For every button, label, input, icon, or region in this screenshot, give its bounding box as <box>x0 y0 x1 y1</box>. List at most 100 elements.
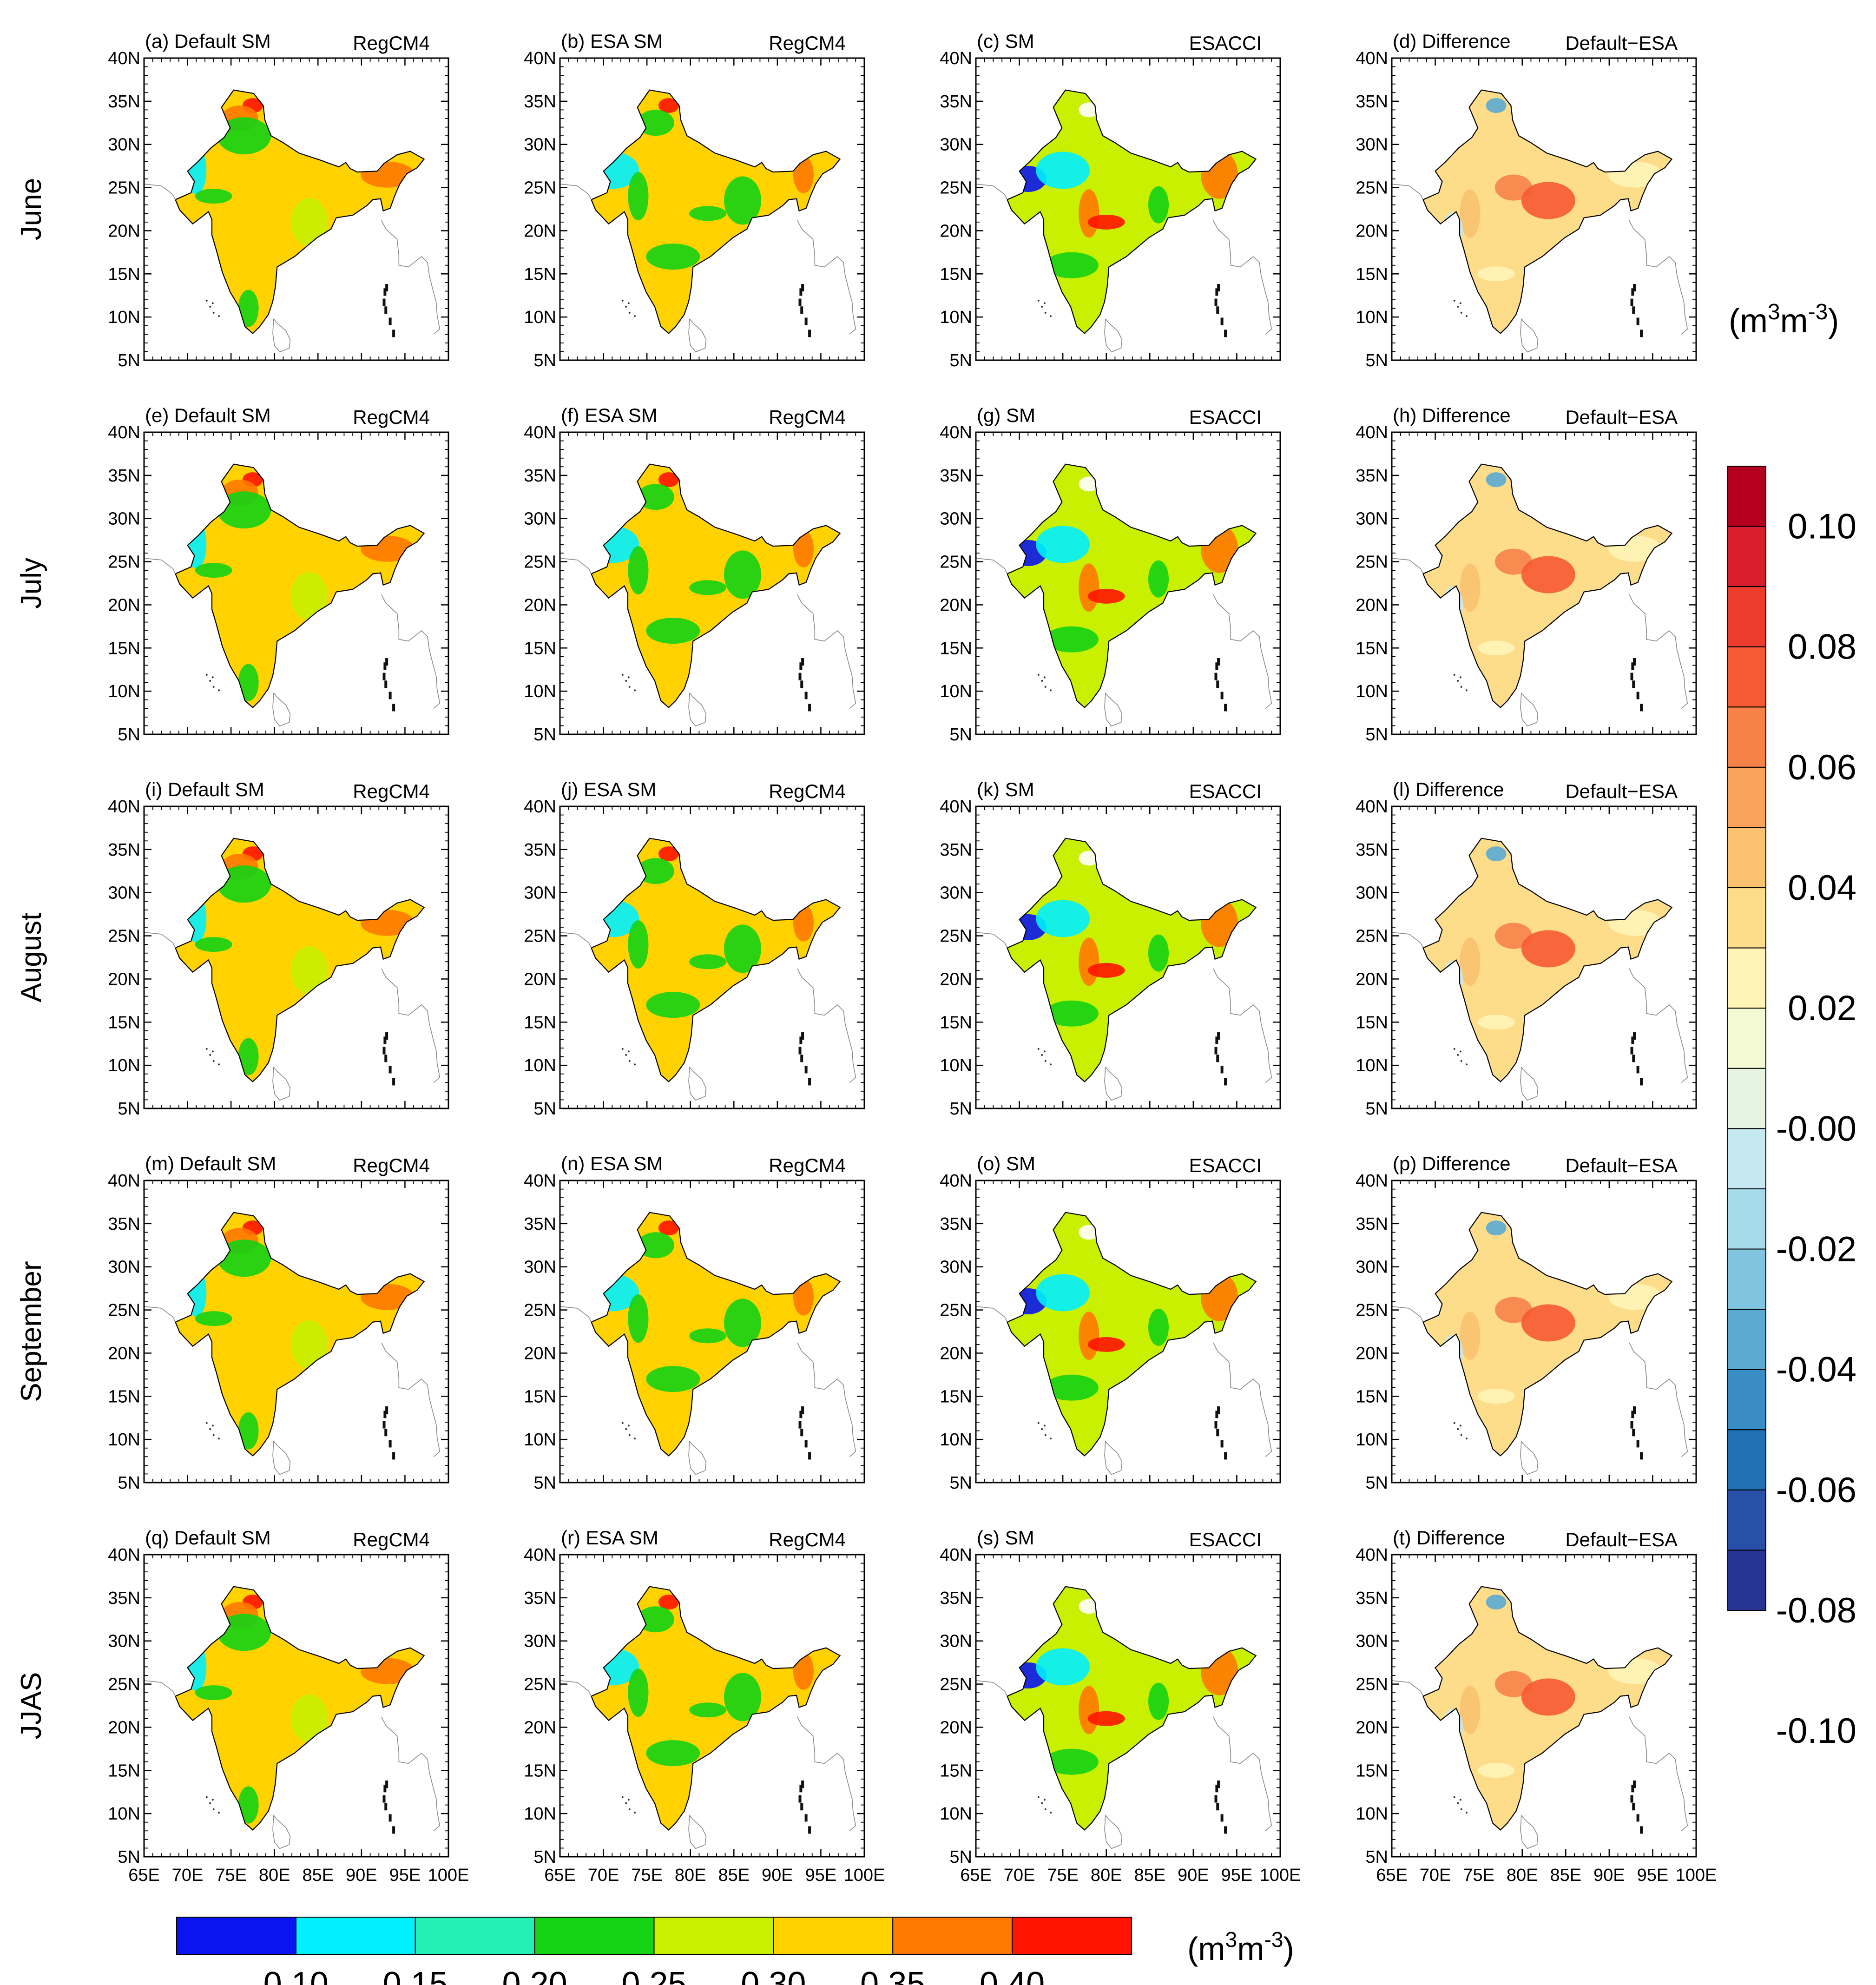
y-tick-label: 10N <box>524 1804 556 1824</box>
lakshadweep-island <box>212 1808 215 1810</box>
sri-lanka-outline <box>1104 1815 1123 1849</box>
andaman-island <box>384 1429 388 1437</box>
map-panel-e: 40N 35N 30N 25N 20N 15N 10N 5N (e) Default SM Reg… <box>108 404 449 745</box>
y-tick-label: 35N <box>524 1214 556 1234</box>
andaman-island <box>392 1826 395 1834</box>
field-patch <box>217 491 271 529</box>
lakshadweep-island <box>625 679 627 682</box>
y-tick-label: 40N <box>108 797 140 817</box>
lakshadweep-island <box>1453 1796 1455 1798</box>
x-tick-label: 90E <box>1178 1866 1209 1885</box>
y-tick-label: 5N <box>533 1847 556 1867</box>
coastline-myanmar <box>1213 220 1272 335</box>
andaman-island <box>801 1406 804 1414</box>
map-panel-l: 40N 35N 30N 25N 20N 15N 10N 5N (l) Difference Def… <box>1356 778 1697 1119</box>
x-tick-label: 65E <box>960 1866 992 1885</box>
y-tick-label: 30N <box>108 884 140 903</box>
y-tick-label: 30N <box>524 1258 556 1277</box>
y-tick-label: 20N <box>524 1718 556 1737</box>
field-patch <box>1486 1595 1507 1610</box>
field-patch <box>195 563 232 578</box>
panel-frame <box>559 57 865 361</box>
soil-moisture-field <box>591 1212 840 1456</box>
panel-title: (t) Difference <box>1393 1527 1505 1549</box>
field-patch <box>637 484 674 510</box>
panel-title: (a) Default SM <box>145 30 271 52</box>
y-tick-label: 15N <box>1356 1013 1388 1032</box>
x-tick-label: 75E <box>215 1866 247 1885</box>
y-tick-label: 40N <box>940 423 972 442</box>
field-patch <box>1044 626 1099 653</box>
andaman-island <box>1217 284 1220 291</box>
map-panel-h: 40N 35N 30N 25N 20N 15N 10N 5N (h) Difference Def… <box>1356 404 1697 745</box>
x-tick-label: 85E <box>718 1866 750 1885</box>
andaman-island <box>1640 1826 1643 1834</box>
andaman-island <box>1216 1055 1219 1062</box>
y-tick-label: 40N <box>524 1545 556 1565</box>
india-border <box>174 1586 425 1831</box>
row-label: July <box>15 558 47 609</box>
y-tick-label: 30N <box>940 135 972 155</box>
panel-source: RegCM4 <box>769 406 846 428</box>
y-tick-label: 20N <box>1356 1718 1388 1737</box>
lakshadweep-island <box>1043 1424 1046 1427</box>
coastline-west <box>560 1680 592 1696</box>
andaman-island <box>388 1814 392 1822</box>
diff-colorbar-label: -0.08 <box>1776 1591 1856 1630</box>
lakshadweep-island <box>1043 1799 1046 1801</box>
lakshadweep-island <box>1465 1063 1468 1066</box>
andaman-island <box>1630 298 1633 306</box>
y-tick-label: 10N <box>108 308 140 327</box>
x-tick-label: 85E <box>1134 1866 1165 1885</box>
andaman-island <box>383 1785 387 1793</box>
y-tick-label: 10N <box>1356 1430 1388 1450</box>
x-tick-label: 100E <box>1676 1866 1717 1885</box>
y-tick-label: 30N <box>940 884 972 903</box>
field-base <box>1007 1212 1256 1456</box>
panel-source: RegCM4 <box>353 1529 430 1550</box>
y-tick-label: 20N <box>1356 595 1388 615</box>
panel-title: (f) ESA SM <box>561 404 658 426</box>
coastline-myanmar <box>1213 594 1272 709</box>
andaman-island <box>388 1440 392 1448</box>
andaman-island <box>1217 1032 1220 1040</box>
y-tick-label: 20N <box>108 969 140 989</box>
y-tick-label: 25N <box>1356 927 1388 946</box>
y-tick-label: 35N <box>108 92 140 112</box>
sri-lanka-outline <box>1104 1067 1123 1101</box>
sri-lanka-outline <box>688 692 707 727</box>
andaman-island <box>1216 680 1219 688</box>
sri-lanka-outline <box>272 1067 291 1101</box>
panel-source: RegCM4 <box>353 32 430 54</box>
andaman-island <box>1215 1411 1218 1418</box>
sm-colorbar: 0.10 0.15 0.20 0.25 0.30 0.35 0.40 (m3m-3) <box>176 1917 1294 1985</box>
lakshadweep-island <box>205 1422 208 1424</box>
y-tick-label: 15N <box>524 1013 556 1032</box>
field-patch <box>1079 189 1099 238</box>
lakshadweep-island <box>628 1060 631 1062</box>
coastline-myanmar <box>1213 1716 1272 1831</box>
lakshadweep-island <box>1037 1422 1040 1424</box>
field-patch <box>1079 1312 1099 1360</box>
y-tick-label: 15N <box>1356 1761 1388 1781</box>
andaman-island <box>1220 1440 1224 1448</box>
lakshadweep-island <box>1460 1060 1462 1062</box>
panel-source: ESACCI <box>1189 406 1262 428</box>
andaman-island <box>385 284 388 291</box>
field-patch <box>1477 266 1515 282</box>
x-tick-label: 95E <box>389 1866 421 1885</box>
field-patch <box>1460 189 1481 238</box>
diff-colorbar-swatch <box>1727 1429 1766 1490</box>
panel-title: (j) ESA SM <box>561 778 656 800</box>
y-tick-label: 20N <box>108 1718 140 1737</box>
x-tick-label: 100E <box>1260 1866 1301 1885</box>
x-tick-label: 80E <box>1507 1866 1538 1885</box>
lakshadweep-island <box>1465 315 1468 317</box>
lakshadweep-island <box>209 1428 211 1430</box>
field-patch <box>646 618 700 644</box>
field-patch <box>1087 1337 1125 1352</box>
lakshadweep-island <box>205 299 208 302</box>
andaman-island <box>798 1421 802 1429</box>
lakshadweep-island <box>1453 1048 1455 1050</box>
row-label: June <box>15 178 47 240</box>
